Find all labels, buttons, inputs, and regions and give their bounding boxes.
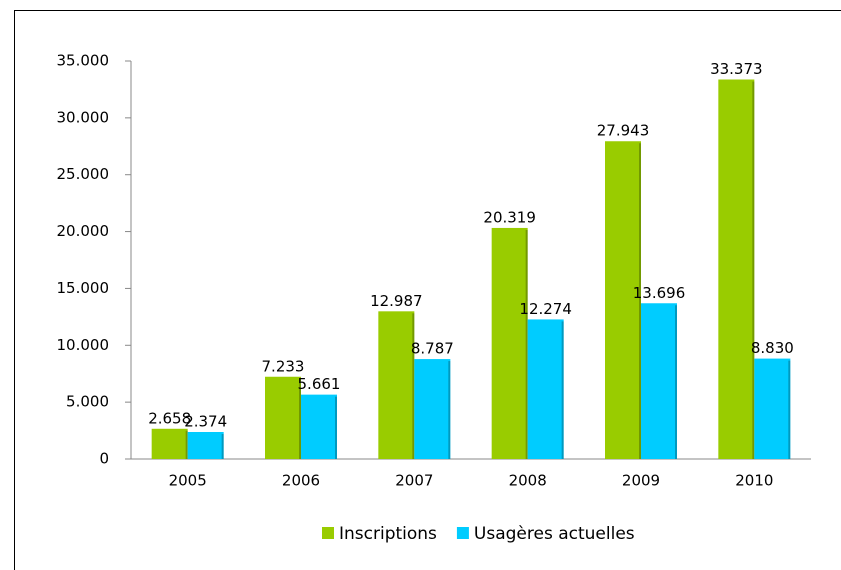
bar-shade — [221, 434, 224, 459]
bar — [265, 376, 301, 459]
y-tick-label: 25.000 — [57, 165, 110, 183]
x-tick-label: 2009 — [622, 472, 660, 490]
x-tick-label: 2006 — [282, 472, 320, 490]
y-tick-label: 10.000 — [57, 336, 110, 354]
legend-swatch — [456, 527, 469, 539]
chart-frame — [14, 10, 841, 570]
y-tick-label: 30.000 — [57, 108, 110, 126]
value-label: 27.943 — [597, 122, 650, 140]
value-label: 2.374 — [184, 413, 227, 431]
bar — [414, 359, 451, 459]
bar — [718, 79, 755, 459]
x-tick-label: 2005 — [169, 472, 207, 490]
bar — [754, 358, 791, 459]
bar — [491, 227, 528, 459]
legend-label: Inscriptions — [339, 524, 437, 544]
y-tick-label: 0 — [99, 450, 109, 468]
bar-shade — [525, 229, 528, 459]
value-label: 12.987 — [370, 292, 423, 310]
bar-shade — [448, 361, 451, 459]
y-tick-label: 5.000 — [66, 393, 109, 411]
value-label: 7.233 — [262, 357, 305, 375]
bar-shade — [299, 378, 301, 459]
value-label: 2.658 — [148, 409, 191, 427]
legend-swatch — [322, 527, 334, 539]
bar — [641, 303, 677, 459]
bar-shade — [335, 396, 337, 459]
value-label: 8.787 — [411, 340, 454, 358]
x-tick-label: 2010 — [735, 472, 773, 490]
bar-shade — [675, 305, 677, 459]
value-label: 12.274 — [519, 300, 572, 318]
y-tick-label: 20.000 — [57, 222, 110, 240]
bar-shade — [752, 81, 755, 459]
bar — [187, 432, 224, 459]
y-tick-label: 35.000 — [57, 52, 110, 70]
bar — [378, 311, 415, 459]
bar-shade — [788, 360, 791, 459]
x-tick-label: 2008 — [509, 472, 547, 490]
bar-shade — [185, 430, 188, 459]
bar — [527, 319, 564, 459]
value-label: 8.830 — [751, 339, 794, 357]
bar — [301, 394, 337, 459]
y-tick-label: 15.000 — [57, 279, 110, 297]
value-label: 20.319 — [483, 208, 536, 226]
bar-shade — [639, 143, 641, 459]
value-label: 13.696 — [633, 284, 686, 302]
legend-label: Usagères actuelles — [474, 524, 635, 544]
x-tick-label: 2007 — [395, 472, 433, 490]
value-label: 5.661 — [298, 375, 341, 393]
bar — [605, 141, 641, 459]
bar — [151, 428, 188, 459]
bar-shade — [561, 321, 564, 459]
bar-shade — [412, 313, 415, 459]
value-label: 33.373 — [710, 60, 763, 78]
